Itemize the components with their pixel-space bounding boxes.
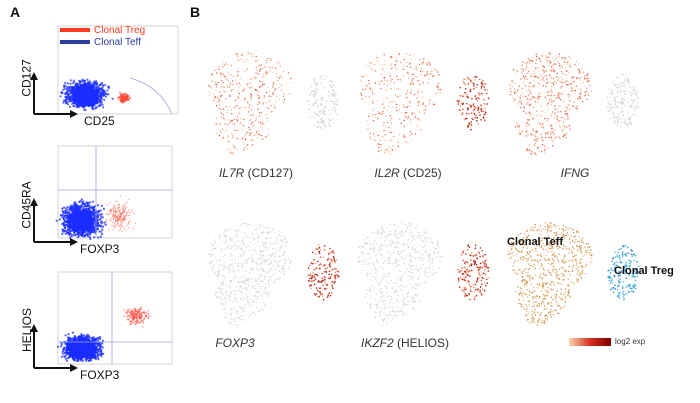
legend-item-teff: Clonal Teff	[60, 36, 145, 48]
tsne-ikzf2	[357, 221, 490, 326]
facs-2-scatter	[55, 195, 136, 241]
legend-swatch-teff	[60, 40, 90, 44]
tsne-il2r	[360, 52, 490, 156]
facs-plot-3-graphic	[30, 271, 173, 372]
legend-item-treg: Clonal Treg	[60, 24, 145, 36]
tsne-label-ifng: IFNG	[560, 166, 590, 180]
tsne-foxp3	[208, 222, 340, 326]
facs-plot-cd127-cd25: CD127 CD25	[20, 18, 180, 138]
facs-3-xlabel: FOXP3	[80, 368, 120, 382]
expression-scale-bar	[569, 337, 611, 346]
facs-plot-1-graphic	[30, 25, 179, 118]
facs-3-scatter	[56, 306, 150, 363]
tsne-label-ikzf2: IKZF2 (HELIOS)	[360, 336, 449, 350]
tsne-label-il7r: IL7R (CD127)	[218, 166, 294, 180]
facs-legend: Clonal Treg Clonal Teff	[60, 24, 145, 48]
tsne-label-foxp3: FOXP3	[215, 336, 255, 350]
panel-b-letter: B	[190, 4, 201, 20]
expression-scale: log2 exp	[569, 337, 645, 346]
cluster-label-treg: Clonal Treg	[614, 265, 674, 277]
facs-1-xlabel: CD25	[84, 114, 115, 128]
facs-plot-helios-foxp3: HELIOS FOXP3	[20, 268, 180, 388]
tsne-label-il2r: IL2R (CD25)	[374, 166, 442, 180]
expression-scale-label: log2 exp	[615, 337, 646, 346]
tsne-ifng	[509, 52, 640, 156]
legend-label-teff: Clonal Teff	[94, 36, 141, 48]
tsne-il7r	[208, 52, 339, 155]
facs-1-scatter	[59, 78, 131, 111]
facs-2-xlabel: FOXP3	[80, 242, 120, 256]
facs-2-ylabel: CD45RA	[20, 181, 35, 229]
facs-3-ylabel: HELIOS	[20, 307, 35, 353]
legend-swatch-treg	[60, 28, 90, 32]
tsne-clusters	[507, 222, 640, 326]
cluster-label-teff: Clonal Teff	[507, 236, 564, 248]
facs-plot-cd45ra-foxp3: CD45RA FOXP3	[20, 142, 180, 262]
facs-1-ylabel: CD127	[20, 59, 35, 97]
legend-label-treg: Clonal Treg	[94, 24, 146, 36]
panel-a-letter: A	[10, 4, 21, 20]
facs-plot-2-graphic	[30, 145, 173, 246]
